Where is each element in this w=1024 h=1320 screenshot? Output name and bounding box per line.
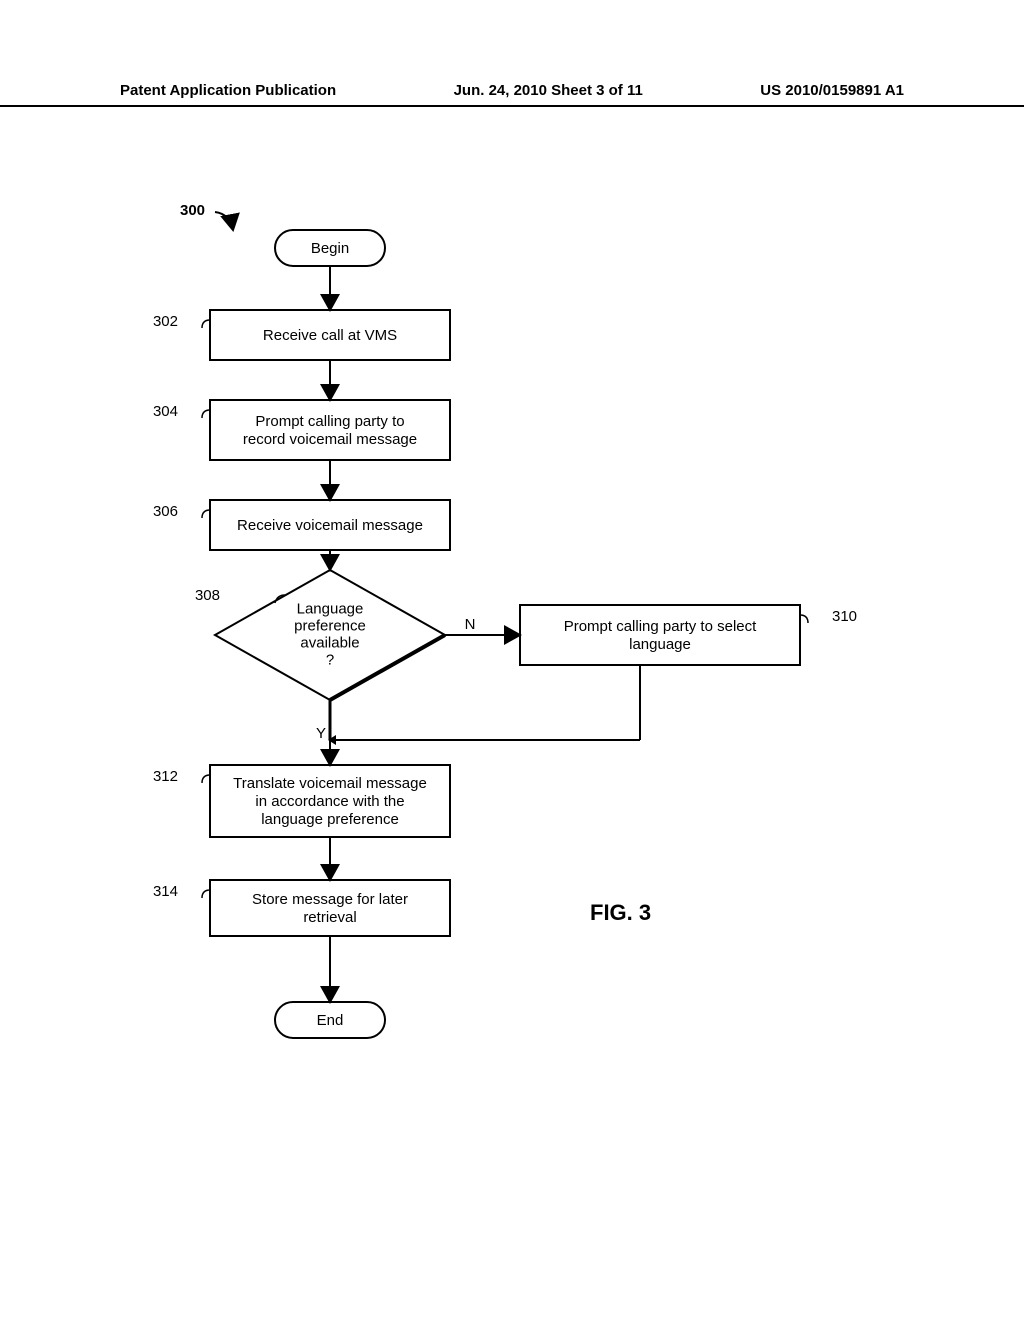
svg-text:306: 306 (153, 503, 178, 520)
svg-text:Store message for later: Store message for later (252, 891, 408, 908)
svg-text:Receive voicemail message: Receive voicemail message (237, 517, 423, 534)
svg-text:record voicemail message: record voicemail message (243, 431, 417, 448)
svg-text:308: 308 (195, 587, 220, 604)
svg-text:314: 314 (153, 883, 178, 900)
svg-text:312: 312 (153, 768, 178, 785)
svg-text:310: 310 (832, 608, 857, 625)
svg-text:retrieval: retrieval (303, 909, 356, 926)
page-header: Patent Application Publication Jun. 24, … (0, 82, 1024, 107)
svg-text:End: End (317, 1012, 344, 1029)
svg-text:302: 302 (153, 313, 178, 330)
header-center: Jun. 24, 2010 Sheet 3 of 11 (454, 82, 643, 99)
flowchart-diagram: 300 Begin End Receive call at VMS 302 Prompt … (120, 200, 900, 1100)
header-right: US 2010/0159891 A1 (760, 82, 904, 99)
svg-text:FIG. 3: FIG. 3 (590, 900, 651, 925)
svg-text:Prompt calling party to: Prompt calling party to (255, 413, 404, 430)
header-left: Patent Application Publication (120, 82, 336, 99)
svg-text:available: available (300, 635, 359, 652)
svg-text:Translate voicemail message: Translate voicemail message (233, 775, 427, 792)
svg-text:Y: Y (316, 725, 326, 742)
svg-text:Begin: Begin (311, 240, 349, 257)
svg-text:language preference: language preference (261, 811, 399, 828)
svg-text:300: 300 (180, 202, 205, 219)
svg-text:?: ? (326, 652, 334, 669)
svg-text:in accordance with the: in accordance with the (255, 793, 404, 810)
svg-text:N: N (465, 616, 476, 633)
svg-text:Receive call at VMS: Receive call at VMS (263, 327, 397, 344)
svg-text:language: language (629, 636, 691, 653)
svg-text:304: 304 (153, 403, 178, 420)
svg-text:Language: Language (297, 601, 364, 618)
svg-text:preference: preference (294, 618, 366, 635)
svg-text:Prompt calling party to select: Prompt calling party to select (564, 618, 757, 635)
